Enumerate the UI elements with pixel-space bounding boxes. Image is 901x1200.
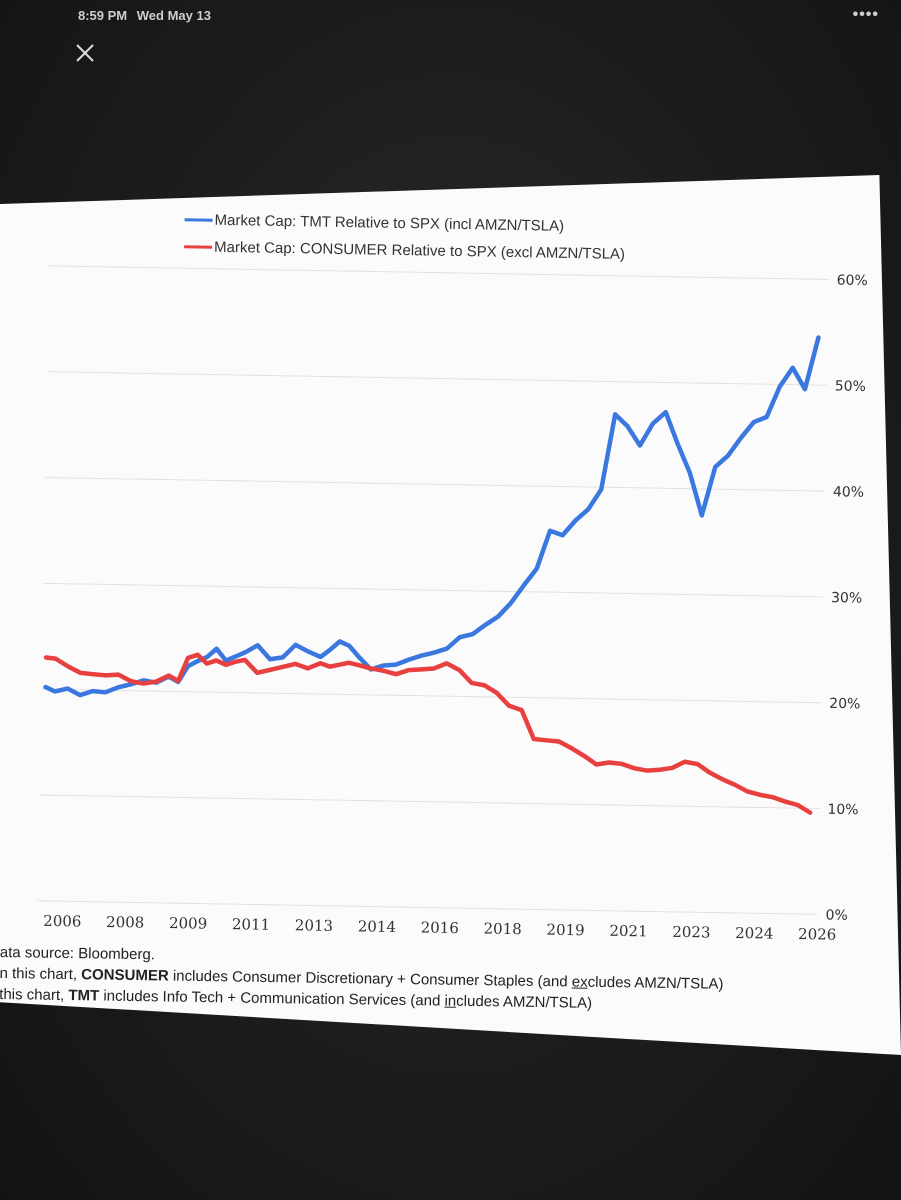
x-tick-label: 2011	[232, 915, 270, 934]
y-tick-label: 0%	[825, 908, 847, 924]
x-tick-label: 2023	[672, 923, 710, 942]
footnotes: ata source: Bloomberg. n this chart, CON…	[0, 942, 880, 1018]
y-tick-label: 50%	[835, 378, 866, 395]
close-icon[interactable]	[74, 42, 96, 64]
gridline	[46, 371, 827, 386]
status-bar: 8:59 PM Wed May 13	[78, 8, 217, 23]
status-time: 8:59 PM	[78, 8, 128, 23]
line-chart: 0% 10% 20% 30% 40% 50% 60% 2006 2008 2009 2011 201…	[37, 265, 868, 944]
chart-panel: 0% 10% 20% 30% 40% 50% 60% 2006 2008 2009 2011 201…	[0, 195, 895, 966]
x-tick-label: 2009	[169, 914, 207, 933]
x-tick-label: 2013	[295, 916, 333, 935]
legend: Market Cap: TMT Relative to SPX (incl AM…	[184, 206, 626, 268]
gridline	[41, 688, 822, 704]
x-tick-label: 2006	[43, 912, 81, 931]
legend-swatch-consumer	[184, 245, 213, 249]
x-tick-label: 2024	[735, 924, 773, 943]
y-tick-label: 60%	[836, 273, 867, 290]
y-tick-label: 40%	[833, 484, 864, 501]
y-tick-label: 30%	[831, 590, 862, 607]
x-tick-label: 2018	[483, 920, 521, 939]
gridline	[37, 900, 818, 915]
gridline	[39, 794, 820, 810]
x-axis-labels: 2006 2008 2009 2011 2013 2014 2016 2018 2019 2021…	[43, 912, 836, 944]
y-axis-labels: 0% 10% 20% 30% 40% 50% 60%	[825, 273, 867, 924]
more-dots-icon[interactable]: ••••	[852, 6, 879, 23]
series-layer	[43, 335, 821, 815]
gridline	[48, 265, 829, 280]
x-tick-label: 2016	[421, 918, 459, 937]
y-tick-label: 10%	[827, 802, 858, 819]
series-line-tmt	[43, 335, 821, 698]
status-date: Wed May 13	[136, 8, 211, 23]
series-line-consumer	[43, 652, 813, 815]
x-tick-label: 2021	[609, 922, 647, 941]
y-tick-label: 20%	[829, 696, 860, 713]
gridline	[43, 582, 824, 598]
x-tick-label: 2019	[546, 921, 584, 940]
grid-layer	[37, 265, 829, 915]
legend-swatch-tmt	[184, 218, 213, 222]
x-tick-label: 2026	[798, 925, 836, 944]
x-tick-label: 2014	[358, 917, 396, 936]
x-tick-label: 2008	[106, 913, 144, 932]
